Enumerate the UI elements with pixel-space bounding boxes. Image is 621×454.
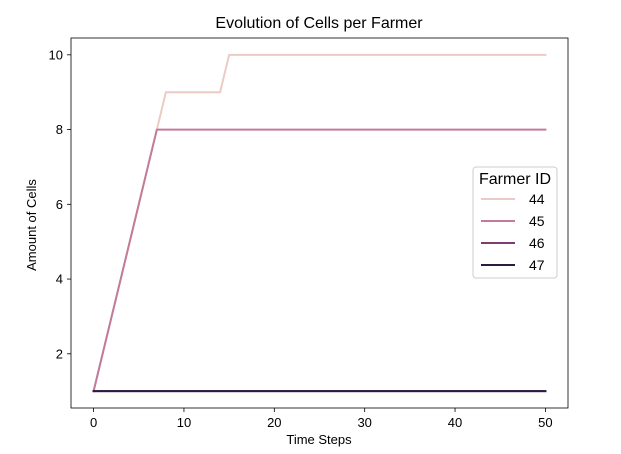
legend-box: [472, 166, 558, 279]
x-tick-label: 10: [177, 415, 191, 430]
legend: Farmer ID 44 45 46 47: [472, 166, 558, 279]
x-axis: 0 10 20 30 40 50: [90, 408, 553, 430]
legend-items: 44 45 46 47: [481, 191, 545, 273]
y-axis: 2 4 6 8 10: [49, 47, 71, 361]
plot-frame: [70, 37, 569, 409]
y-tick-label: 4: [56, 272, 63, 287]
legend-label-45: 45: [529, 213, 545, 229]
x-axis-label: Time Steps: [286, 432, 352, 447]
y-tick-label: 10: [49, 47, 63, 62]
series-layer: [92, 53, 547, 393]
x-tick-label: 40: [448, 415, 462, 430]
x-tick-label: 50: [538, 415, 552, 430]
x-tick-label: 30: [357, 415, 371, 430]
y-tick-label: 8: [56, 122, 63, 137]
legend-label-46: 46: [529, 235, 545, 251]
x-tick-label: 0: [90, 415, 97, 430]
y-axis-label: Amount of Cells: [24, 179, 39, 271]
legend-label-47: 47: [529, 257, 545, 273]
legend-title: Farmer ID: [479, 171, 551, 188]
y-tick-label: 6: [56, 197, 63, 212]
series-line-45: [92, 128, 547, 393]
chart-title: Evolution of Cells per Farmer: [215, 15, 423, 32]
legend-label-44: 44: [529, 191, 545, 207]
x-tick-label: 20: [267, 415, 281, 430]
y-tick-label: 2: [56, 346, 63, 361]
